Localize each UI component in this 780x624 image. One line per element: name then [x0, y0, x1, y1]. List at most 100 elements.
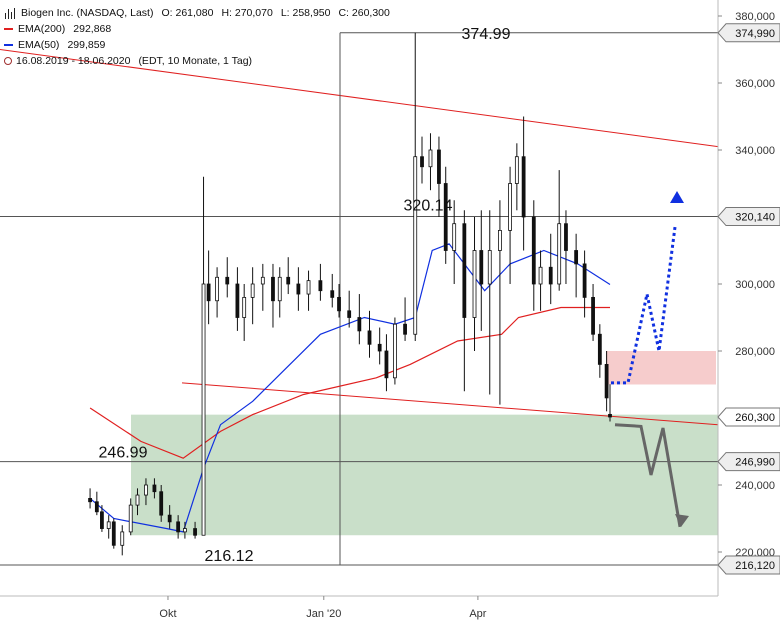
- x-tick-label: Jan '20: [306, 608, 341, 620]
- candle-body: [159, 491, 164, 516]
- close-value: C: 260,300: [338, 7, 390, 19]
- bullish-arrowhead-icon: [670, 191, 684, 203]
- channel-top-line: [0, 49, 719, 148]
- x-tick-label: Okt: [159, 608, 176, 620]
- low-value: L: 258,950: [280, 7, 331, 19]
- instrument-title: Biogen Inc. (NASDAQ, Last): [21, 7, 154, 19]
- candle-body: [357, 317, 362, 332]
- price-annotation: 320.14: [404, 198, 453, 215]
- candle-body: [548, 266, 553, 285]
- ema50-label: EMA(50): [18, 39, 60, 51]
- level-price-label: 260,300: [735, 412, 775, 424]
- candle-body: [531, 216, 536, 285]
- candle-body: [462, 223, 467, 318]
- y-tick-label: 300,000: [735, 279, 775, 291]
- series-ema200: [89, 306, 610, 459]
- candle-body: [337, 296, 341, 312]
- candle-body: [120, 531, 125, 546]
- candle-body: [193, 528, 197, 536]
- candle-body: [106, 521, 111, 529]
- candle-body: [94, 501, 99, 513]
- candle-body: [384, 350, 389, 379]
- candle-body: [564, 223, 568, 251]
- candle-body: [393, 323, 397, 379]
- ema50-value: 299,859: [67, 39, 106, 51]
- price-annotation: 246.99: [99, 445, 148, 462]
- level-price-tag: [717, 23, 780, 43]
- candle-body: [498, 229, 502, 251]
- chart-legend: Biogen Inc. (NASDAQ, Last) O: 261,080 H:…: [4, 5, 390, 69]
- candle-body: [100, 511, 104, 529]
- resistance-zone: [606, 351, 716, 385]
- price-annotation: 216.12: [205, 548, 254, 565]
- candle-body: [318, 280, 323, 292]
- candle-body: [206, 283, 211, 302]
- candle-body: [437, 149, 441, 184]
- candle-body: [479, 250, 484, 285]
- candle-body: [521, 156, 526, 218]
- ema50-swatch: [4, 44, 13, 46]
- bearish-arrowhead-icon: [675, 514, 689, 527]
- date-range: 16.08.2019 - 18.06.2020: [16, 55, 131, 67]
- candle-body: [367, 330, 372, 345]
- open-value: O: 261,080: [161, 7, 214, 19]
- candle-body: [144, 484, 148, 496]
- support-zone: [131, 414, 718, 536]
- x-tick-label: Apr: [469, 608, 486, 620]
- candle-body: [604, 363, 609, 399]
- candle-body: [250, 283, 255, 298]
- legend-row-ema200: EMA(200) 292,868: [4, 21, 390, 37]
- candle-body: [330, 290, 335, 298]
- candle-body: [215, 276, 219, 302]
- candle-body: [597, 333, 602, 365]
- candle-body: [452, 223, 457, 251]
- y-tick-label: 280,000: [735, 346, 775, 358]
- y-tick-label: 380,000: [735, 11, 775, 23]
- bars-icon: [4, 7, 17, 19]
- candle-body: [88, 497, 92, 503]
- candle-body: [260, 276, 265, 285]
- y-tick-label: 340,000: [735, 145, 775, 157]
- channel-bottom-line: [181, 382, 719, 426]
- candle-body: [296, 283, 301, 295]
- legend-row-range: 16.08.2019 - 18.06.2020 (EDT, 10 Monate,…: [4, 53, 390, 69]
- candle-body: [225, 276, 230, 285]
- candle-body: [413, 156, 418, 335]
- y-tick-label: 240,000: [735, 480, 775, 492]
- level-price-tag: [717, 407, 780, 427]
- candle-body: [135, 494, 140, 506]
- candle-body: [557, 223, 562, 285]
- candle-body: [514, 156, 519, 184]
- candle-body: [508, 183, 512, 231]
- candle-body: [128, 504, 133, 533]
- candle-body: [420, 156, 424, 168]
- candles-group: [88, 32, 612, 556]
- candle-body: [487, 250, 492, 285]
- candle-body: [608, 413, 612, 418]
- candle-body: [428, 149, 433, 168]
- level-price-tag: [717, 555, 780, 575]
- level-price-label: 374,990: [735, 28, 775, 40]
- candle-body: [167, 514, 172, 523]
- candle-body: [271, 276, 275, 302]
- level-price-label: 320,140: [735, 212, 775, 224]
- candle-body: [403, 323, 407, 335]
- candle-body: [582, 263, 587, 298]
- level-price-label: 216,120: [735, 560, 775, 572]
- y-tick-label: 360,000: [735, 78, 775, 90]
- candle-body: [472, 250, 477, 318]
- candle-body: [286, 276, 291, 285]
- candle-body: [277, 276, 282, 302]
- bearish-scenario-arrow: [614, 423, 682, 528]
- legend-row-instrument: Biogen Inc. (NASDAQ, Last) O: 261,080 H:…: [4, 5, 390, 21]
- high-value: H: 270,070: [221, 7, 273, 19]
- candle-body: [347, 310, 352, 318]
- candle-body: [242, 296, 247, 318]
- candle-body: [443, 183, 448, 251]
- candle-body: [111, 521, 116, 546]
- candle-body: [538, 266, 543, 285]
- range-info: (EDT, 10 Monate, 1 Tag): [138, 55, 253, 67]
- level-price-tag: [717, 452, 780, 472]
- candle-body: [377, 343, 382, 352]
